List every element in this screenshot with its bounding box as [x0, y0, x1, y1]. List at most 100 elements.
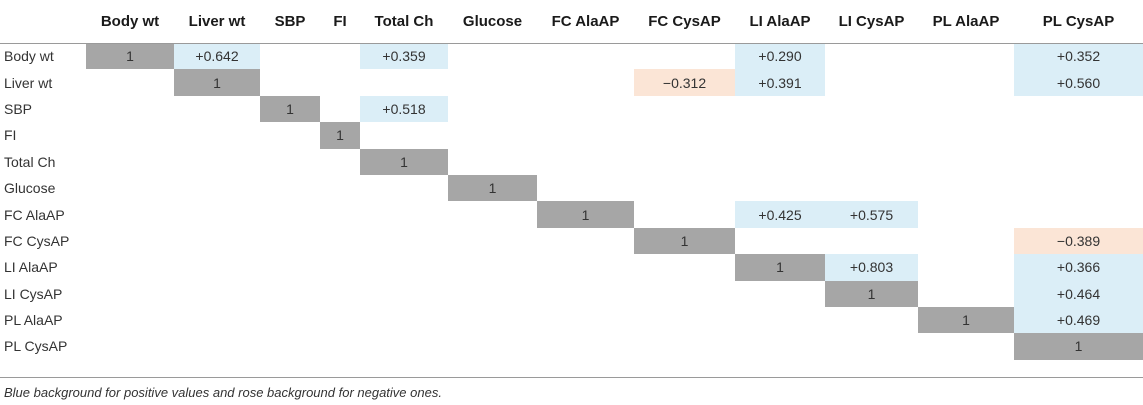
row-label: LI AlaAP: [4, 259, 58, 276]
empty-cell: [86, 281, 174, 307]
empty-cell: [320, 228, 360, 254]
row-label: LI CysAP: [4, 285, 63, 302]
positive-cell: +0.575: [825, 201, 918, 228]
row-label: PL AlaAP: [4, 312, 63, 329]
empty-cell: [634, 307, 735, 333]
table-row: Body wt 1 +0.642 +0.359 +0.290 +0.352: [0, 43, 1143, 70]
positive-cell: +0.469: [1014, 306, 1143, 334]
empty-cell: [174, 122, 260, 148]
empty-cell: [448, 281, 537, 307]
empty-cell: [360, 333, 448, 359]
table-row: Liver wt 1 −0.312 +0.391 +0.560: [0, 69, 1143, 96]
column-header: SBP: [260, 0, 320, 44]
empty-cell: [735, 122, 825, 148]
empty-cell: [174, 307, 260, 333]
column-header: LI CysAP: [825, 0, 918, 44]
empty-cell: [360, 228, 448, 254]
empty-cell: [360, 281, 448, 307]
empty-cell: [735, 149, 825, 175]
empty-cell: [634, 201, 735, 227]
empty-cell: [174, 281, 260, 307]
empty-cell: [634, 96, 735, 122]
diagonal-cell: 1: [86, 43, 174, 70]
correlation-table: Body wt Liver wt SBP FI Total Ch Glucose FC Al…: [0, 0, 1143, 360]
empty-cell: [918, 281, 1014, 307]
empty-cell: [918, 201, 1014, 227]
empty-cell: [537, 69, 634, 95]
empty-cell: [448, 43, 537, 69]
diagonal-cell: 1: [537, 201, 634, 228]
empty-cell: [918, 43, 1014, 69]
empty-cell: [260, 149, 320, 175]
empty-cell: [320, 69, 360, 95]
empty-cell: [174, 175, 260, 201]
positive-cell: +0.366: [1014, 254, 1143, 281]
table-row: Glucose 1: [0, 174, 1143, 202]
empty-cell: [320, 307, 360, 333]
positive-cell: +0.518: [360, 95, 448, 123]
empty-cell: [634, 333, 735, 359]
empty-cell: [537, 122, 634, 148]
empty-cell: [537, 43, 634, 69]
empty-cell: [825, 228, 918, 254]
empty-cell: [634, 43, 735, 69]
empty-cell: [360, 254, 448, 280]
empty-cell: [537, 228, 634, 254]
table-header: Body wt Liver wt SBP FI Total Ch Glucose FC Al…: [0, 0, 1143, 44]
empty-cell: [174, 201, 260, 227]
diagonal-cell: 1: [634, 227, 735, 255]
empty-cell: [86, 254, 174, 280]
empty-cell: [634, 122, 735, 148]
empty-cell: [448, 69, 537, 95]
empty-cell: [448, 307, 537, 333]
column-header: Liver wt: [174, 0, 260, 44]
column-header: FC AlaAP: [537, 0, 634, 44]
empty-cell: [448, 333, 537, 359]
empty-cell: [260, 281, 320, 307]
empty-cell: [448, 201, 537, 227]
empty-cell: [86, 201, 174, 227]
header-corner: [0, 0, 86, 44]
empty-cell: [86, 149, 174, 175]
empty-cell: [537, 281, 634, 307]
empty-cell: [260, 254, 320, 280]
empty-cell: [320, 149, 360, 175]
empty-cell: [1014, 122, 1143, 148]
column-header: Glucose: [448, 0, 537, 44]
empty-cell: [86, 307, 174, 333]
column-header: LI AlaAP: [735, 0, 825, 44]
empty-cell: [918, 175, 1014, 201]
table-row: FC AlaAP 1 +0.425 +0.575: [0, 201, 1143, 228]
empty-cell: [320, 43, 360, 69]
table-row: PL CysAP 1: [0, 333, 1143, 360]
table-footnote: Blue background for positive values and …: [4, 385, 442, 400]
column-header: Total Ch: [360, 0, 448, 44]
empty-cell: [634, 175, 735, 201]
empty-cell: [918, 333, 1014, 359]
column-header: FC CysAP: [634, 0, 735, 44]
table-row: PL AlaAP 1 +0.469: [0, 306, 1143, 334]
empty-cell: [260, 175, 320, 201]
column-header: FI: [320, 0, 360, 44]
row-label: FC CysAP: [4, 232, 70, 249]
header-row: Body wt Liver wt SBP FI Total Ch Glucose FC Al…: [0, 0, 1143, 44]
positive-cell: +0.290: [735, 43, 825, 70]
empty-cell: [918, 254, 1014, 280]
row-label: FC AlaAP: [4, 206, 65, 223]
diagonal-cell: 1: [260, 95, 320, 123]
positive-cell: +0.560: [1014, 69, 1143, 96]
empty-cell: [260, 69, 320, 95]
row-label: Body wt: [4, 48, 54, 65]
empty-cell: [1014, 149, 1143, 175]
empty-cell: [735, 307, 825, 333]
empty-cell: [260, 333, 320, 359]
empty-cell: [537, 96, 634, 122]
empty-cell: [825, 149, 918, 175]
negative-cell: −0.389: [1014, 227, 1143, 255]
empty-cell: [320, 254, 360, 280]
empty-cell: [537, 307, 634, 333]
table-row: FI 1: [0, 122, 1143, 149]
row-label: Liver wt: [4, 74, 53, 91]
empty-cell: [537, 149, 634, 175]
diagonal-cell: 1: [825, 280, 918, 307]
